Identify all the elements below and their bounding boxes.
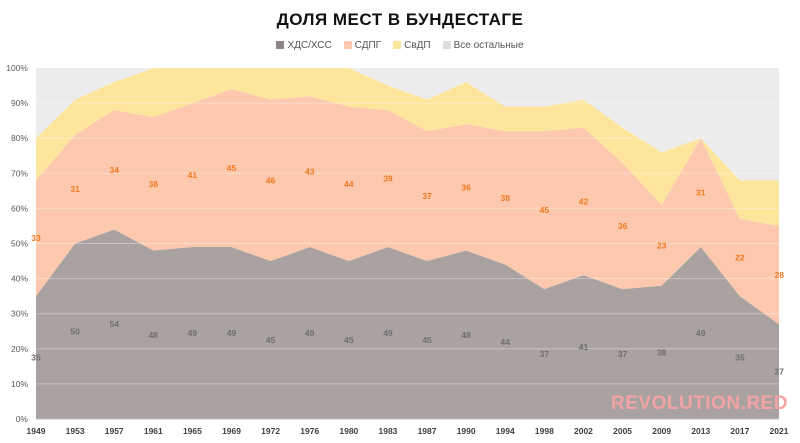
series-area	[36, 68, 779, 181]
data-label: 33	[31, 233, 41, 243]
y-tick-label: 10%	[11, 379, 28, 389]
data-label: 42	[579, 196, 589, 206]
legend-label: СДПГ	[354, 40, 382, 51]
data-label: 49	[188, 328, 198, 338]
y-tick-label: 40%	[11, 274, 28, 284]
legend-label: Все остальные	[453, 40, 524, 51]
x-tick-label: 1949	[27, 426, 46, 436]
data-label: 27	[775, 367, 785, 377]
x-tick-label: 2005	[613, 426, 632, 436]
chart-title: ДОЛЯ МЕСТ В БУНДЕСТАГЕ	[276, 10, 524, 29]
data-label: 41	[188, 170, 198, 180]
data-label: 37	[540, 349, 550, 359]
data-label: 49	[696, 328, 706, 338]
x-tick-label: 1953	[66, 426, 85, 436]
series-area	[36, 89, 779, 325]
legend-swatch	[393, 41, 402, 49]
legend-item: СДПГ	[343, 40, 382, 51]
y-tick-label: 50%	[11, 239, 28, 249]
data-label: 46	[266, 175, 276, 185]
data-label: 31	[70, 184, 80, 194]
data-label: 23	[657, 240, 667, 250]
x-tick-label: 1990	[457, 426, 476, 436]
legend-label: СвДП	[404, 40, 431, 51]
data-label: 22	[735, 253, 745, 263]
x-tick-label: 1976	[300, 426, 319, 436]
chart-legend: ХДС/ХСС СДПГ СвДП Все остальные	[0, 40, 800, 51]
y-tick-label: 0%	[16, 414, 29, 424]
data-label: 43	[305, 167, 315, 177]
x-tick-label: 1965	[183, 426, 202, 436]
x-tick-label: 1961	[144, 426, 163, 436]
watermark-logo: REVOLUTION.RED	[611, 393, 788, 414]
x-tick-label: 1987	[418, 426, 437, 436]
legend-swatch	[276, 41, 285, 49]
series-area	[36, 68, 779, 226]
legend-item: Все остальные	[442, 40, 524, 51]
data-label: 54	[109, 319, 119, 329]
data-label: 49	[383, 328, 393, 338]
data-label: 31	[696, 188, 706, 198]
data-label: 44	[344, 179, 354, 189]
legend-label: ХДС/ХСС	[287, 40, 332, 51]
data-label: 48	[149, 330, 159, 340]
x-tick-label: 1994	[496, 426, 515, 436]
series-area	[36, 229, 779, 419]
data-label: 49	[305, 328, 315, 338]
data-label: 38	[501, 193, 511, 203]
legend-item: СвДП	[393, 40, 431, 51]
data-label: 36	[618, 221, 628, 231]
legend-item: ХДС/ХСС	[276, 40, 332, 51]
legend-swatch	[343, 41, 352, 49]
legend-swatch	[442, 41, 451, 49]
data-label: 39	[383, 174, 393, 184]
x-tick-label: 1980	[339, 426, 358, 436]
data-label: 45	[344, 335, 354, 345]
y-tick-label: 60%	[11, 203, 28, 213]
y-tick-label: 70%	[11, 168, 28, 178]
x-tick-label: 1972	[261, 426, 280, 436]
y-tick-label: 90%	[11, 98, 28, 108]
x-tick-label: 2021	[770, 426, 789, 436]
data-label: 37	[618, 349, 628, 359]
data-label: 36	[461, 182, 471, 192]
data-label: 45	[540, 205, 550, 215]
x-tick-label: 2002	[574, 426, 593, 436]
data-label: 35	[31, 353, 41, 363]
data-label: 34	[109, 165, 119, 175]
y-tick-label: 30%	[11, 309, 28, 319]
x-tick-label: 1983	[378, 426, 397, 436]
data-label: 45	[266, 335, 276, 345]
data-label: 45	[422, 335, 432, 345]
x-tick-label: 2017	[730, 426, 749, 436]
x-tick-label: 1957	[105, 426, 124, 436]
data-label: 44	[501, 337, 511, 347]
data-label: 38	[657, 347, 667, 357]
data-label: 35	[735, 353, 745, 363]
data-label: 38	[149, 179, 159, 189]
data-label: 37	[422, 191, 432, 201]
data-label: 28	[775, 270, 785, 280]
data-label: 49	[227, 328, 237, 338]
x-tick-label: 1969	[222, 426, 241, 436]
y-tick-label: 80%	[11, 133, 28, 143]
x-tick-label: 1998	[535, 426, 554, 436]
x-tick-label: 2009	[652, 426, 671, 436]
data-label: 50	[70, 326, 80, 336]
y-tick-label: 100%	[6, 63, 28, 73]
data-label: 48	[461, 330, 471, 340]
y-tick-label: 20%	[11, 344, 28, 354]
data-label: 41	[579, 342, 589, 352]
x-tick-label: 2013	[691, 426, 710, 436]
data-label: 45	[227, 163, 237, 173]
